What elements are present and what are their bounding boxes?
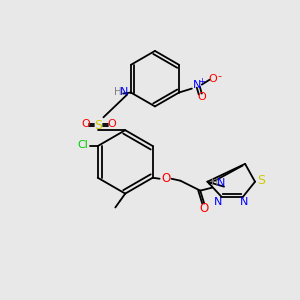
Text: O: O [208, 74, 217, 84]
Text: O: O [107, 119, 116, 129]
Text: O: O [161, 172, 170, 185]
Text: N: N [240, 196, 248, 206]
Text: S: S [257, 174, 265, 187]
Text: O: O [81, 119, 90, 129]
Text: N: N [120, 86, 128, 97]
Text: O: O [200, 202, 209, 215]
Text: -: - [218, 71, 222, 81]
Text: O: O [197, 92, 206, 103]
Text: Cl: Cl [77, 140, 88, 150]
Text: N: N [217, 178, 225, 188]
Text: H: H [212, 178, 219, 188]
Text: H: H [114, 86, 122, 97]
Text: N: N [193, 80, 201, 90]
Text: N: N [214, 196, 223, 206]
Text: S: S [94, 119, 103, 132]
Text: +: + [198, 77, 205, 86]
